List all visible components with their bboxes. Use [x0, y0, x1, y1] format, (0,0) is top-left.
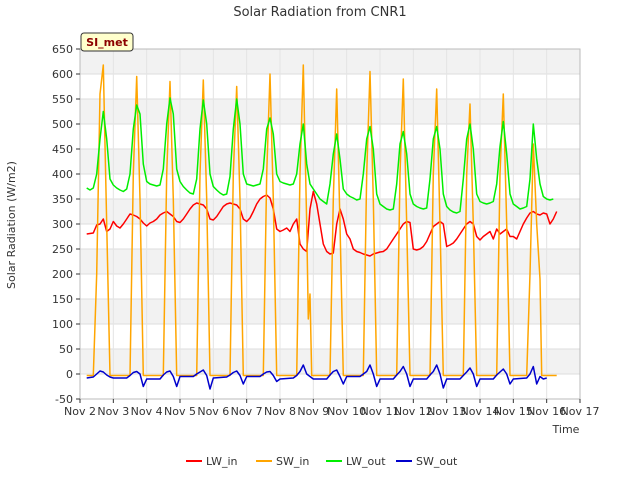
y-tick-label: 450: [52, 143, 73, 156]
legend-label: SW_out: [416, 455, 458, 468]
y-tick-label: 600: [52, 68, 73, 81]
x-tick-label: Nov 17: [561, 405, 600, 418]
x-tick-label: Nov 12: [394, 405, 433, 418]
y-tick-label: 350: [52, 193, 73, 206]
plot-band: [80, 99, 580, 124]
plot-band: [80, 124, 580, 149]
plot-band: [80, 374, 580, 399]
x-tick-label: Nov 5: [164, 405, 196, 418]
plot-band: [80, 74, 580, 99]
legend-label: LW_in: [206, 455, 238, 468]
legend: LW_in SW_in LW_out SW_out: [186, 455, 458, 468]
series-line-lw-out: [86, 97, 554, 214]
y-tick-label: 400: [52, 168, 73, 181]
station-badge-box: [80, 32, 134, 52]
x-axis-ticks: Nov 2 Nov 3 Nov 4 Nov 5 Nov 6 Nov 7 Nov 8 Nov 9…: [64, 399, 599, 418]
series-line-sw-out: [86, 364, 547, 390]
plot-band: [80, 274, 580, 299]
x-tick-label: Nov 7: [231, 405, 263, 418]
station-badge: SI_met: [80, 32, 134, 52]
y-tick-label: 200: [52, 268, 73, 281]
y-tick-label: -50: [55, 393, 73, 406]
y-tick-label: 250: [52, 243, 73, 256]
legend-label: SW_in: [276, 455, 309, 468]
plot-band: [80, 299, 580, 324]
y-tick-label: 50: [59, 343, 73, 356]
series-lines: [86, 64, 558, 390]
y-axis-title: Solar Radiation (W/m2): [5, 161, 18, 289]
y-tick-label: 550: [52, 93, 73, 106]
x-tick-label: Nov 16: [527, 405, 566, 418]
plot-band: [80, 49, 580, 74]
x-tick-label: Nov 14: [461, 405, 500, 418]
plot-band: [80, 199, 580, 224]
station-badge-label: SI_met: [86, 36, 128, 49]
y-tick-label: 100: [52, 318, 73, 331]
y-tick-label: 300: [52, 218, 73, 231]
series-line-sw-in: [86, 64, 557, 377]
x-tick-label: Nov 8: [264, 405, 296, 418]
legend-label: LW_out: [346, 455, 386, 468]
y-tick-label: 0: [66, 368, 73, 381]
x-axis-title: Time: [552, 423, 580, 436]
y-tick-label: 650: [52, 43, 73, 56]
y-tick-label: 500: [52, 118, 73, 131]
x-tick-label: Nov 3: [97, 405, 129, 418]
x-tick-label: Nov 6: [197, 405, 229, 418]
y-tick-label: 150: [52, 293, 73, 306]
x-tick-label: Nov 11: [361, 405, 400, 418]
x-tick-label: Nov 2: [64, 405, 96, 418]
series-line-lw-in: [86, 190, 558, 257]
x-tick-label: Nov 10: [327, 405, 366, 418]
x-tick-label: Nov 4: [131, 405, 163, 418]
chart-title: Solar Radiation from CNR1: [233, 5, 406, 20]
x-tick-label: Nov 15: [494, 405, 533, 418]
x-tick-label: Nov 9: [297, 405, 329, 418]
plot-band: [80, 249, 580, 274]
plot-band: [80, 224, 580, 249]
y-axis-ticks: -50 0 50 100 150 200 250 300 350 400 450 500 550 600 6…: [52, 43, 80, 406]
x-tick-label: Nov 13: [427, 405, 466, 418]
